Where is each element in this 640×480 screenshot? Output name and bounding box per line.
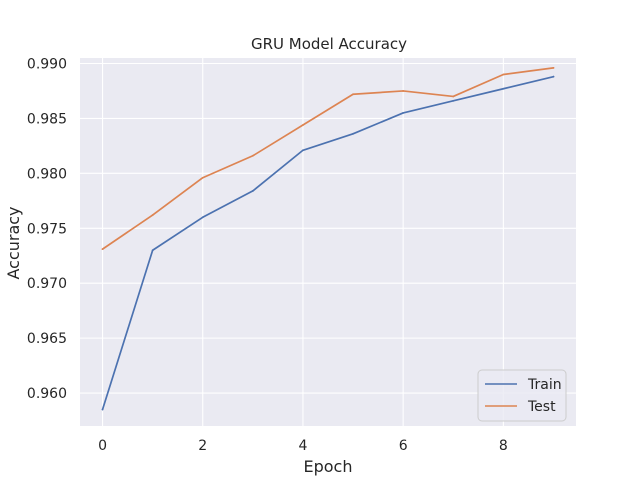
data-point-test bbox=[552, 66, 555, 69]
data-point-train bbox=[452, 99, 455, 102]
y-tick-label: 0.985 bbox=[27, 111, 67, 127]
data-point-train bbox=[502, 87, 505, 90]
legend: Train Test bbox=[477, 369, 567, 422]
data-point-train bbox=[251, 190, 254, 192]
data-point-test bbox=[402, 90, 405, 92]
x-tick-labels: 0 2 4 6 8 bbox=[98, 438, 508, 454]
data-point-train bbox=[151, 249, 154, 252]
y-tick-label: 0.970 bbox=[27, 276, 67, 292]
x-axis-label: Epoch bbox=[304, 457, 353, 476]
x-tick-label: 6 bbox=[399, 438, 408, 454]
x-tick-label: 4 bbox=[298, 438, 307, 454]
data-point-train bbox=[552, 75, 555, 78]
data-point-train bbox=[201, 216, 204, 219]
x-tick-label: 2 bbox=[198, 438, 207, 454]
data-point-train bbox=[352, 132, 354, 135]
x-gridlines bbox=[101, 58, 504, 426]
series-line-test bbox=[101, 67, 555, 250]
legend-label-test: Test bbox=[527, 399, 556, 415]
data-point-test bbox=[151, 214, 154, 216]
x-tick-label: 8 bbox=[499, 438, 508, 454]
series-lines bbox=[101, 66, 555, 411]
legend-box bbox=[477, 369, 567, 422]
data-point-test bbox=[302, 124, 304, 126]
y-gridlines bbox=[80, 62, 576, 394]
y-tick-label: 0.965 bbox=[27, 331, 67, 347]
y-tick-label: 0.975 bbox=[27, 221, 67, 237]
series-line-train bbox=[101, 75, 555, 411]
data-point-test bbox=[502, 73, 505, 76]
data-point-test bbox=[101, 248, 104, 251]
y-axis-label: Accuracy bbox=[4, 206, 23, 279]
data-point-test bbox=[251, 154, 254, 157]
data-point-test bbox=[452, 95, 455, 98]
y-tick-label: 0.960 bbox=[27, 386, 67, 402]
y-tick-label: 0.990 bbox=[27, 56, 67, 72]
data-point-test bbox=[352, 93, 354, 96]
data-point-train bbox=[302, 149, 304, 152]
y-tick-label: 0.980 bbox=[27, 166, 67, 182]
y-tick-labels: 0.960 0.965 0.970 0.975 0.980 0.985 0.990 bbox=[27, 56, 67, 402]
legend-label-train: Train bbox=[527, 377, 562, 393]
data-point-test bbox=[201, 176, 204, 179]
plot-area bbox=[80, 58, 576, 426]
x-tick-label: 0 bbox=[98, 438, 107, 454]
chart-title: GRU Model Accuracy bbox=[251, 35, 407, 53]
data-point-train bbox=[101, 408, 104, 411]
data-point-train bbox=[402, 112, 405, 114]
